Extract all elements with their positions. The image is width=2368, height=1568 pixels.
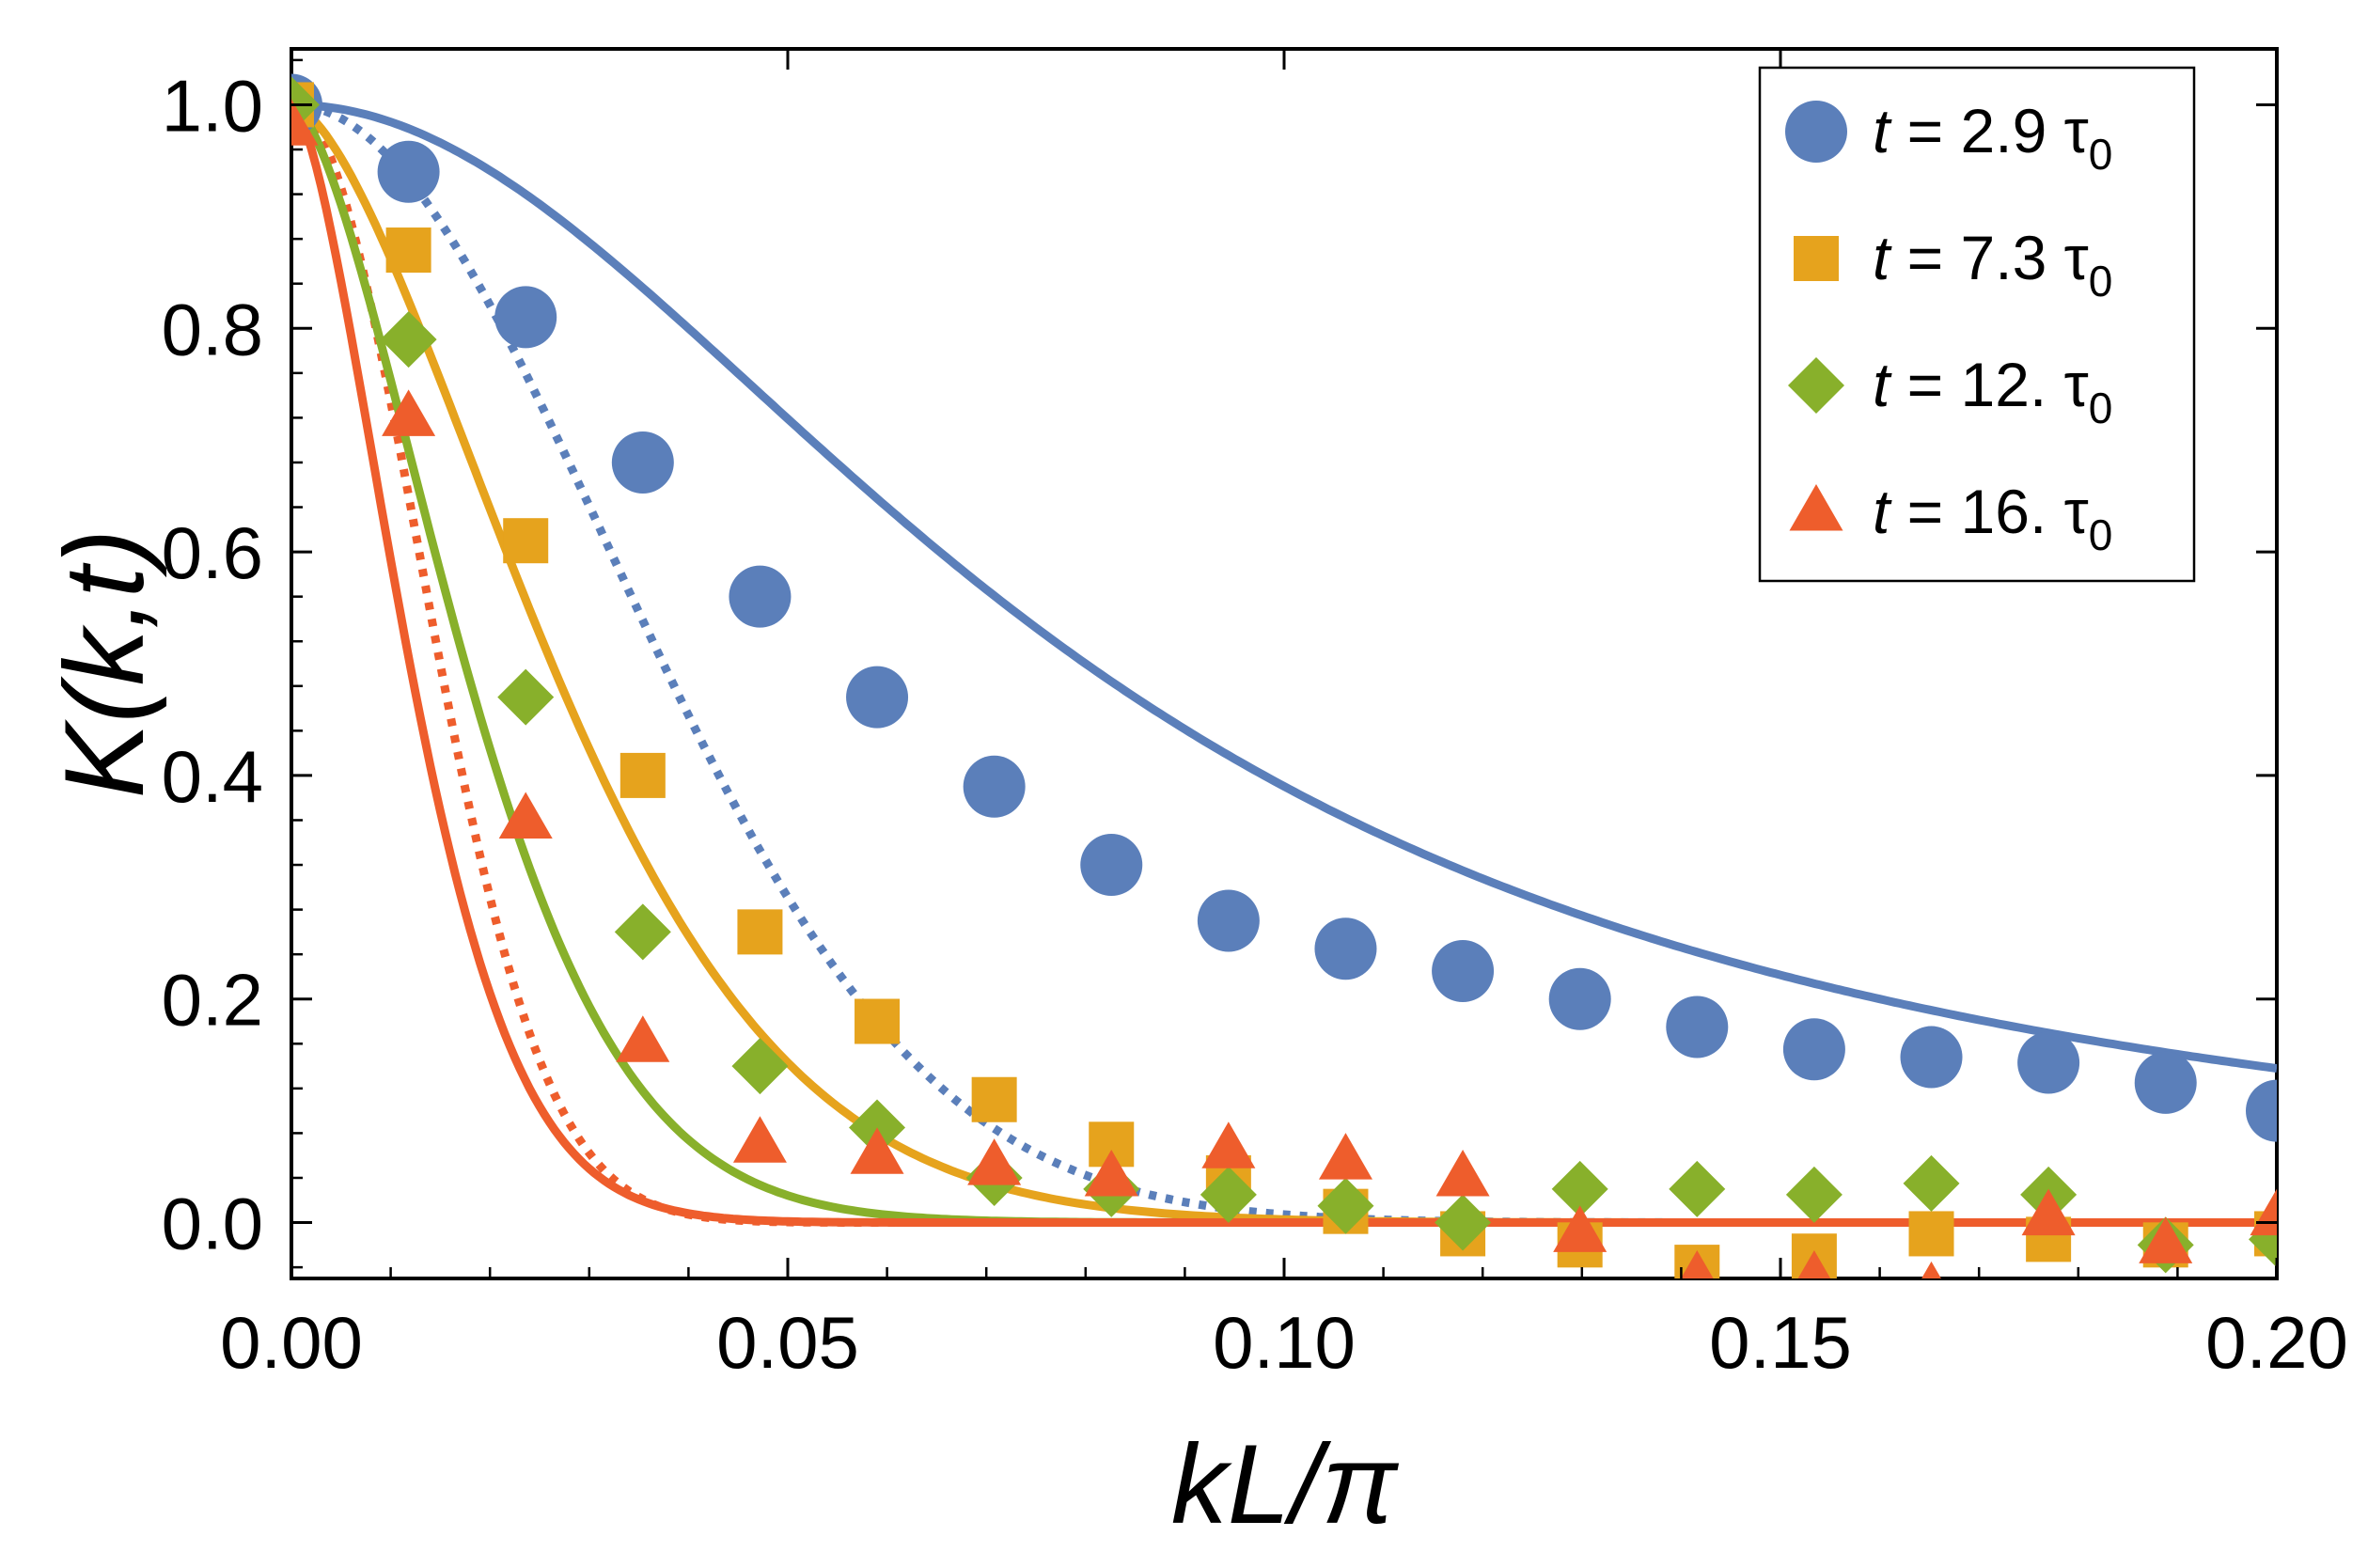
data-point-diamond: [1200, 1166, 1257, 1223]
data-point-triangle: [616, 1015, 670, 1062]
data-point-triangle: [2139, 1216, 2193, 1263]
data-point-circle: [1080, 834, 1143, 897]
data-point-circle: [729, 565, 792, 628]
data-point-triangle: [1435, 1149, 1490, 1197]
data-points: [291, 73, 2277, 1278]
y-tick-label: 0.4: [162, 735, 263, 818]
x-tick-label: 0.10: [1213, 1301, 1356, 1384]
data-point-triangle: [1084, 1149, 1138, 1197]
data-point-triangle: [291, 99, 319, 146]
data-point-diamond: [614, 903, 671, 961]
legend-entry-3: t = 12. τ0: [1873, 350, 2112, 432]
data-point-circle: [377, 140, 440, 203]
legend-entry-1: t = 2.9 τ0: [1873, 96, 2112, 179]
data-point-circle: [2134, 1051, 2197, 1114]
legend-marker-diamond: [1788, 357, 1844, 414]
data-point-diamond: [380, 311, 437, 368]
data-point-triangle: [1681, 1250, 1714, 1278]
data-point-triangle: [967, 1138, 1022, 1185]
y-tick-label: 0.8: [162, 288, 263, 370]
legend-marker-square: [1794, 236, 1839, 281]
x-tick-label: 0.20: [2205, 1301, 2348, 1384]
data-point-circle: [2017, 1031, 2080, 1094]
data-point-triangle: [850, 1127, 904, 1174]
x-tick-label: 0.00: [220, 1301, 363, 1384]
data-point-diamond: [1551, 1160, 1608, 1217]
data-point-diamond: [1669, 1160, 1726, 1217]
y-tick-label: 1.0: [162, 64, 263, 147]
data-point-circle: [1314, 917, 1377, 980]
data-point-square: [737, 909, 783, 955]
data-point-circle: [494, 286, 557, 349]
data-point-triangle: [498, 792, 553, 839]
data-point-circle: [1197, 889, 1260, 952]
data-point-square: [1908, 1211, 1954, 1257]
data-point-triangle: [1553, 1205, 1607, 1252]
data-point-triangle: [1797, 1250, 1831, 1278]
data-point-triangle: [382, 389, 436, 436]
data-point-circle: [1900, 1026, 1963, 1089]
legend-entry-2: t = 7.3 τ0: [1873, 223, 2112, 306]
fit-solid-blue: [291, 101, 2277, 1073]
legend-markers: [1785, 101, 1847, 531]
data-point-square: [619, 752, 666, 798]
data-point-circle: [963, 755, 1026, 818]
x-tick-label: 0.05: [716, 1301, 859, 1384]
data-point-circle: [1432, 940, 1495, 1002]
data-point-circle: [1548, 967, 1611, 1030]
data-point-circle: [611, 431, 674, 494]
data-point-triangle: [1201, 1121, 1256, 1168]
data-point-diamond: [1903, 1154, 1960, 1212]
data-point-circle: [1782, 1018, 1845, 1081]
data-point-circle: [2246, 1079, 2277, 1142]
data-point-triangle: [1921, 1261, 1941, 1278]
legend-marker-triangle: [1789, 484, 1843, 531]
data-point-circle: [1666, 996, 1729, 1058]
y-axis-title: K(k,t): [41, 529, 167, 799]
data-point-triangle: [732, 1116, 787, 1163]
data-point-square: [503, 518, 549, 564]
data-point-diamond: [497, 668, 555, 726]
legend: t = 2.9 τ0 t = 7.3 τ0 t = 12. τ0 t = 16.…: [1758, 66, 2196, 583]
data-point-square: [855, 998, 901, 1044]
data-point-diamond: [1435, 1194, 1492, 1251]
y-tick-label: 0.6: [162, 511, 263, 594]
data-point-triangle: [2021, 1188, 2076, 1236]
data-point-diamond: [731, 1038, 789, 1095]
data-point-circle: [846, 666, 909, 729]
data-point-triangle: [1318, 1133, 1372, 1180]
data-point-square: [385, 227, 431, 274]
axis-ticks: 0.00 0.05 0.10 0.15 0.20 0.0 0.2 0.4 0.6 0.8 1.0: [162, 49, 2348, 1384]
x-tick-label: 0.15: [1709, 1301, 1852, 1384]
x-axis-title: kL/π: [1171, 1421, 1400, 1547]
legend-entry-4: t = 16. τ0: [1873, 477, 2112, 559]
legend-marker-circle: [1785, 101, 1847, 163]
y-tick-label: 0.2: [162, 959, 263, 1042]
data-point-square: [971, 1076, 1017, 1122]
data-point-diamond: [1317, 1177, 1374, 1234]
y-tick-label: 0.0: [162, 1183, 263, 1265]
data-point-diamond: [1785, 1166, 1843, 1223]
